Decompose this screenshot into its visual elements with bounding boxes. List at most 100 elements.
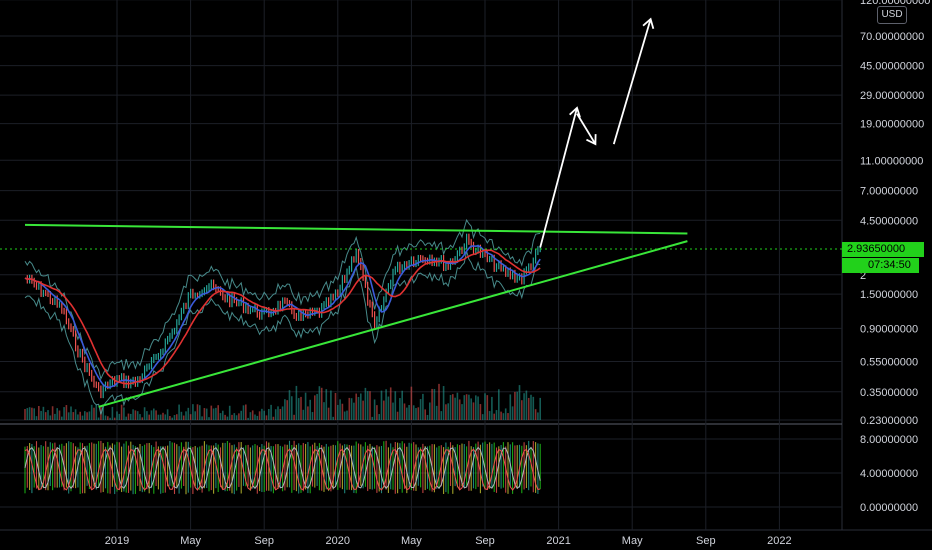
volume-bar	[378, 414, 380, 420]
volume-bar	[442, 386, 445, 420]
volume-bar	[371, 416, 374, 420]
volume-bar	[339, 399, 341, 420]
volume-bar	[102, 404, 104, 420]
volume-bar	[143, 407, 146, 420]
volume-bar	[452, 394, 454, 420]
volume-bar	[127, 413, 130, 420]
oscillator-axis[interactable]: 8.00000000 4.00000000 0.00000000	[860, 434, 918, 514]
volume-bar	[116, 411, 118, 420]
volume-bar	[488, 411, 491, 420]
volume-bar	[291, 396, 293, 420]
volume-bar	[438, 383, 440, 420]
volume-bar	[412, 405, 415, 420]
volume-bar	[86, 412, 88, 420]
volume-bar	[493, 413, 495, 420]
volume-bar	[293, 414, 295, 420]
price-tick-label: 70.00000000	[860, 31, 924, 43]
lower-band	[24, 251, 541, 415]
volume-bar	[272, 416, 275, 420]
volume-bar	[146, 411, 148, 420]
volume-bar	[325, 389, 328, 420]
volume-bar	[171, 417, 173, 420]
volume-bar	[258, 411, 261, 420]
volume-bar	[360, 393, 362, 420]
volume-bar	[35, 416, 38, 420]
volume-bar	[429, 402, 431, 420]
currency-badge[interactable]: USD	[877, 6, 907, 24]
volume-bar	[539, 397, 541, 420]
volume-bar	[139, 414, 141, 420]
volume-bar	[523, 393, 525, 420]
projection-arrow	[576, 113, 597, 145]
volume-bar	[247, 417, 249, 420]
volume-bar	[458, 399, 461, 420]
volume-bar	[176, 414, 178, 420]
price-tick-label: 7.00000000	[860, 186, 918, 198]
volume-bar	[61, 416, 63, 420]
upper-band	[24, 218, 541, 381]
volume-bar	[511, 406, 514, 420]
volume-bar	[408, 405, 410, 420]
volume-bar	[72, 412, 75, 420]
volume-bar	[88, 411, 91, 420]
volume-bar	[530, 394, 532, 420]
volume-bar	[192, 404, 194, 420]
projection-arrows[interactable]	[539, 17, 655, 248]
volume-bar	[256, 415, 259, 420]
bollinger-bands	[24, 218, 541, 415]
projection-arrowhead	[642, 17, 655, 29]
last-price-badge: 2.93650000	[842, 242, 924, 257]
volume-bar	[495, 410, 498, 420]
volume-bar	[84, 411, 86, 420]
volume-bar	[300, 396, 302, 420]
volume-bar	[268, 408, 270, 420]
trendlines[interactable]	[0, 223, 842, 408]
projection-arrow	[612, 18, 652, 145]
volume-bar	[240, 410, 242, 420]
volume-bar	[498, 389, 500, 420]
volume-bar	[426, 414, 429, 420]
volume-bar	[228, 405, 231, 420]
volume-bar	[51, 406, 54, 420]
time-tick-label: 2019	[105, 535, 129, 547]
volume-bar	[281, 406, 284, 420]
volume-bar	[383, 400, 385, 420]
volume-bar	[314, 395, 316, 420]
volume-bars	[24, 383, 541, 420]
volume-bar	[337, 404, 339, 420]
volume-bar	[424, 409, 426, 420]
volume-bar	[320, 387, 323, 420]
volume-bar	[477, 396, 479, 420]
volume-bar	[79, 411, 81, 420]
volume-bar	[67, 412, 70, 420]
volume-bar	[47, 410, 49, 420]
volume-bar	[215, 407, 217, 420]
volume-bar	[454, 397, 456, 420]
volume-bar	[226, 416, 229, 420]
volume-bar	[265, 415, 268, 420]
volume-bar	[185, 411, 187, 420]
volume-bar	[406, 407, 408, 420]
price-tick-label: 45.00000000	[860, 61, 924, 73]
volume-bar	[376, 405, 378, 420]
volume-bar	[346, 410, 348, 420]
volume-bar	[63, 407, 65, 420]
volume-bar	[49, 415, 52, 420]
time-tick-label: Sep	[696, 535, 716, 547]
volume-bar	[394, 391, 397, 420]
volume-bar	[527, 397, 530, 420]
volume-bar	[297, 398, 300, 420]
volume-bar	[93, 407, 95, 420]
volume-bar	[74, 409, 77, 420]
osc-line-b	[24, 448, 541, 491]
osc-tick-label: 8.00000000	[860, 434, 918, 446]
price-axis[interactable]: 120.00000000 70.00000000 45.00000000 29.000…	[860, 0, 930, 427]
volume-bar	[44, 412, 47, 420]
volume-bar	[238, 413, 240, 420]
volume-bar	[97, 417, 100, 420]
projection-arrow	[539, 107, 578, 248]
volume-bar	[410, 386, 413, 420]
volume-bar	[504, 408, 507, 420]
time-axis[interactable]: 2019 May Sep 2020 May Sep 2021 May Sep 2022	[105, 535, 792, 547]
